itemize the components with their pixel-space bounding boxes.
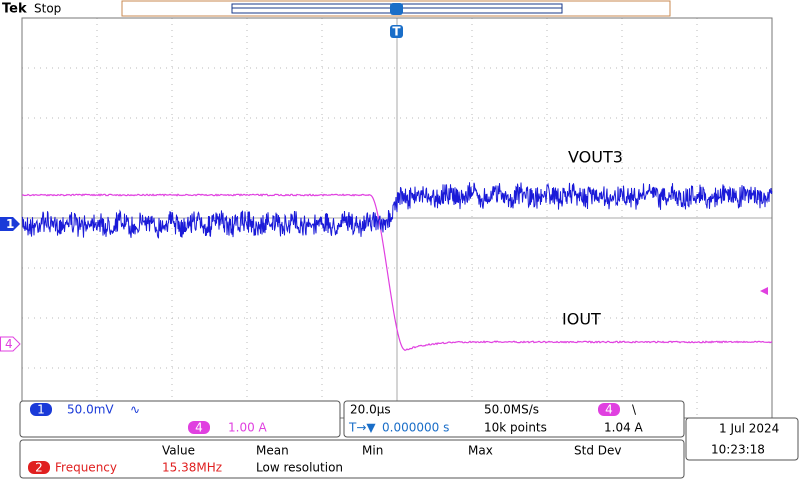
measurement-panel	[19, 439, 685, 479]
ch1-badge-label: 1	[37, 403, 45, 417]
ch1-marker	[0, 217, 20, 231]
ch4-trace-label: IOUT	[562, 310, 601, 329]
ch4-badge-label: 4	[195, 421, 203, 435]
ch4-badge	[188, 421, 210, 434]
measurement-header: Value	[162, 444, 195, 458]
trigger-level-marker	[760, 287, 768, 295]
ch4-trace	[21, 193, 773, 351]
sample-rate: 50.0MS/s	[484, 403, 539, 417]
ch1-marker-label: 1	[6, 217, 14, 231]
graticule	[22, 18, 772, 418]
status: Stop	[34, 2, 61, 16]
ch4-marker	[0, 336, 21, 352]
measurement-header: Std Dev	[574, 444, 621, 458]
trigger-slope: \	[632, 403, 637, 417]
ch1-coupling: ∿	[130, 403, 140, 417]
ch1-badge	[30, 403, 52, 416]
trigger-marker	[390, 25, 403, 38]
ch4-scale: 1.00 A	[228, 421, 268, 435]
trigger-marker-top	[390, 3, 403, 15]
measurement-header: Mean	[256, 444, 289, 458]
measurement-header: Max	[468, 444, 493, 458]
ch4-marker-label: 4	[5, 337, 13, 351]
ch1-trace-label: VOUT3	[568, 148, 623, 167]
ch1-scale: 50.0mV	[67, 403, 114, 417]
ch1-trace	[21, 182, 773, 239]
date: 1 Jul 2024	[719, 422, 779, 436]
measurement-headers: Value Mean Min Max Std Dev	[162, 444, 621, 458]
measurement-value: 15.38MHz	[162, 461, 222, 475]
trigger-marker-label: T	[392, 25, 401, 39]
time: 10:23:18	[711, 443, 765, 457]
trigger-position-icon: T→▼	[348, 421, 376, 435]
brand: Tek	[2, 2, 27, 17]
trigger-badge-label: 4	[605, 403, 613, 417]
measurement-name: Frequency	[55, 461, 117, 475]
channel-panel	[19, 400, 341, 438]
measurement-badge	[28, 461, 50, 474]
measurement-header: Min	[362, 444, 383, 458]
trigger-level: 1.04 A	[604, 421, 644, 435]
horizontal-scale: 20.0μs	[350, 403, 391, 417]
trigger-badge	[598, 403, 620, 416]
measurement-badge-label: 2	[35, 461, 43, 475]
record-length: 10k points	[484, 421, 547, 435]
measurement-mean: Low resolution	[256, 461, 343, 475]
trigger-position: 0.000000 s	[382, 421, 449, 435]
datetime-panel	[685, 417, 799, 461]
